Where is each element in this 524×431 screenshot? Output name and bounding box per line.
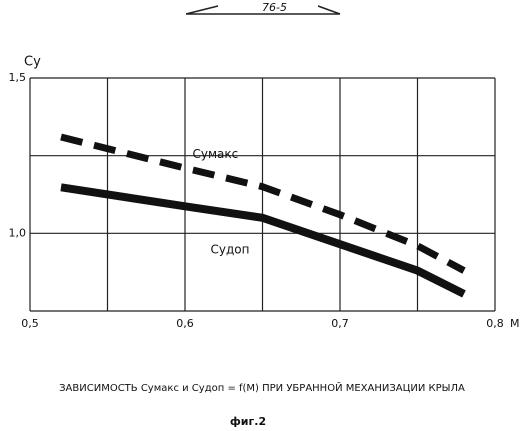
stamp: 76-5	[262, 1, 287, 14]
x-axis-label: M	[510, 317, 520, 330]
y-tick-label: 1,0	[9, 226, 27, 239]
figure-label: фиг.2	[230, 415, 266, 428]
x-tick-label: 0,7	[331, 317, 349, 330]
x-tick-label: 0,8	[486, 317, 504, 330]
y-axis-label: Cу	[24, 55, 41, 70]
caption: ЗАВИСИМОСТЬ Cумакс и Cудоп = f(M) ПРИ УБ…	[59, 381, 465, 394]
series-label: Cумакс	[193, 147, 239, 161]
series-line	[60, 133, 466, 274]
stamp-line	[185, 5, 341, 15]
x-tick-label: 0,6	[176, 317, 194, 330]
series-line	[60, 183, 466, 298]
x-tick-label: 0,5	[21, 317, 39, 330]
y-tick-label: 1,5	[9, 71, 27, 84]
series-label: Cудоп	[211, 242, 250, 256]
